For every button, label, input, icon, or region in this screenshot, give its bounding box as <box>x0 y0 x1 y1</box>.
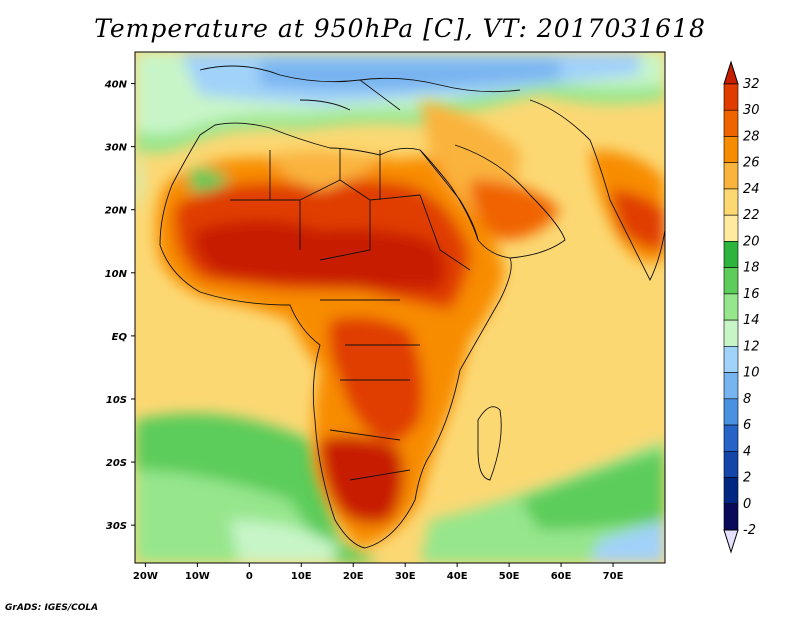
colorbar-label: 30 <box>743 103 760 118</box>
colorbar-segment <box>723 398 739 426</box>
colorbar-label: 32 <box>743 77 760 92</box>
colorbar-segment <box>723 503 739 531</box>
x-tick-label: 60E <box>551 571 572 582</box>
y-tick-label: 40N <box>104 80 128 91</box>
colorbar-segment <box>723 319 739 347</box>
y-axis: 40N 30N 20N 10N EQ 10S 20S 30S <box>104 80 135 532</box>
x-axis: 20W 10W 0 10E 20E 30E 40E 50E 60E 70E <box>133 563 624 582</box>
colorbar-segment <box>723 424 739 452</box>
y-tick-label: 10S <box>106 395 127 406</box>
northern-cool-zone <box>135 52 665 215</box>
colorbar-label: 20 <box>743 234 760 249</box>
y-tick-label: 30S <box>106 521 127 532</box>
colorbar-segment <box>723 188 739 216</box>
x-tick-label: 20W <box>133 571 158 582</box>
colorbar-label: 16 <box>743 287 760 302</box>
colorbar-label: 10 <box>743 366 760 381</box>
colorbar-label: 14 <box>743 313 760 328</box>
credit-label: GrADS: IGES/COLA <box>5 603 99 613</box>
colorbar-label: 2 <box>743 471 751 486</box>
y-tick-label: 10N <box>105 269 128 280</box>
colorbar-segment <box>723 267 739 295</box>
colorbar-bottom-arrow <box>723 529 739 554</box>
colorbar-segment <box>723 477 739 505</box>
map-field <box>135 52 665 563</box>
colorbar-segment <box>723 450 739 478</box>
x-tick-label: 10E <box>291 571 312 582</box>
african-land-heat <box>156 100 665 548</box>
colorbar-label: 0 <box>743 497 751 512</box>
colorbar-label: 28 <box>743 129 760 144</box>
colorbar-label: 6 <box>743 418 751 433</box>
coastlines <box>159 65 665 549</box>
x-tick-label: 70E <box>603 571 624 582</box>
colorbar-segment <box>723 241 739 268</box>
colorbar-segment <box>723 293 739 321</box>
colorbar-label: 4 <box>743 444 751 459</box>
colorbar-segment <box>723 162 739 190</box>
colorbar-segment <box>723 83 739 111</box>
colorbar-segment <box>723 346 739 373</box>
y-tick-label: EQ <box>112 332 128 343</box>
colorbar-label: -2 <box>743 523 756 538</box>
colorbar-segment <box>723 214 739 242</box>
colorbar-top-arrow <box>723 60 739 85</box>
colorbar-segment <box>723 109 739 137</box>
x-tick-label: 30E <box>395 571 416 582</box>
y-tick-label: 30N <box>105 143 128 154</box>
southern-atlantic-cool-zone <box>135 413 665 563</box>
x-tick-label: 0 <box>246 571 253 582</box>
colorbar-label: 22 <box>743 208 760 223</box>
plot-frame <box>134 51 666 564</box>
x-tick-label: 10W <box>185 571 210 582</box>
colorbar-label: 8 <box>743 392 751 407</box>
colorbar-segment <box>723 136 739 164</box>
x-tick-label: 40E <box>447 571 468 582</box>
colorbar-label: 18 <box>743 261 760 276</box>
x-tick-label: 20E <box>343 571 364 582</box>
colorbar-segment <box>723 372 739 400</box>
colorbar-label: 12 <box>743 339 760 354</box>
y-tick-label: 20S <box>106 458 127 469</box>
colorbar-label: 24 <box>743 182 760 197</box>
colorbar-label: 26 <box>743 156 760 171</box>
y-tick-label: 20N <box>105 206 128 217</box>
chart-title: Temperature at 950hPa [C], VT: 201703161… <box>94 14 706 43</box>
x-tick-label: 50E <box>499 571 520 582</box>
